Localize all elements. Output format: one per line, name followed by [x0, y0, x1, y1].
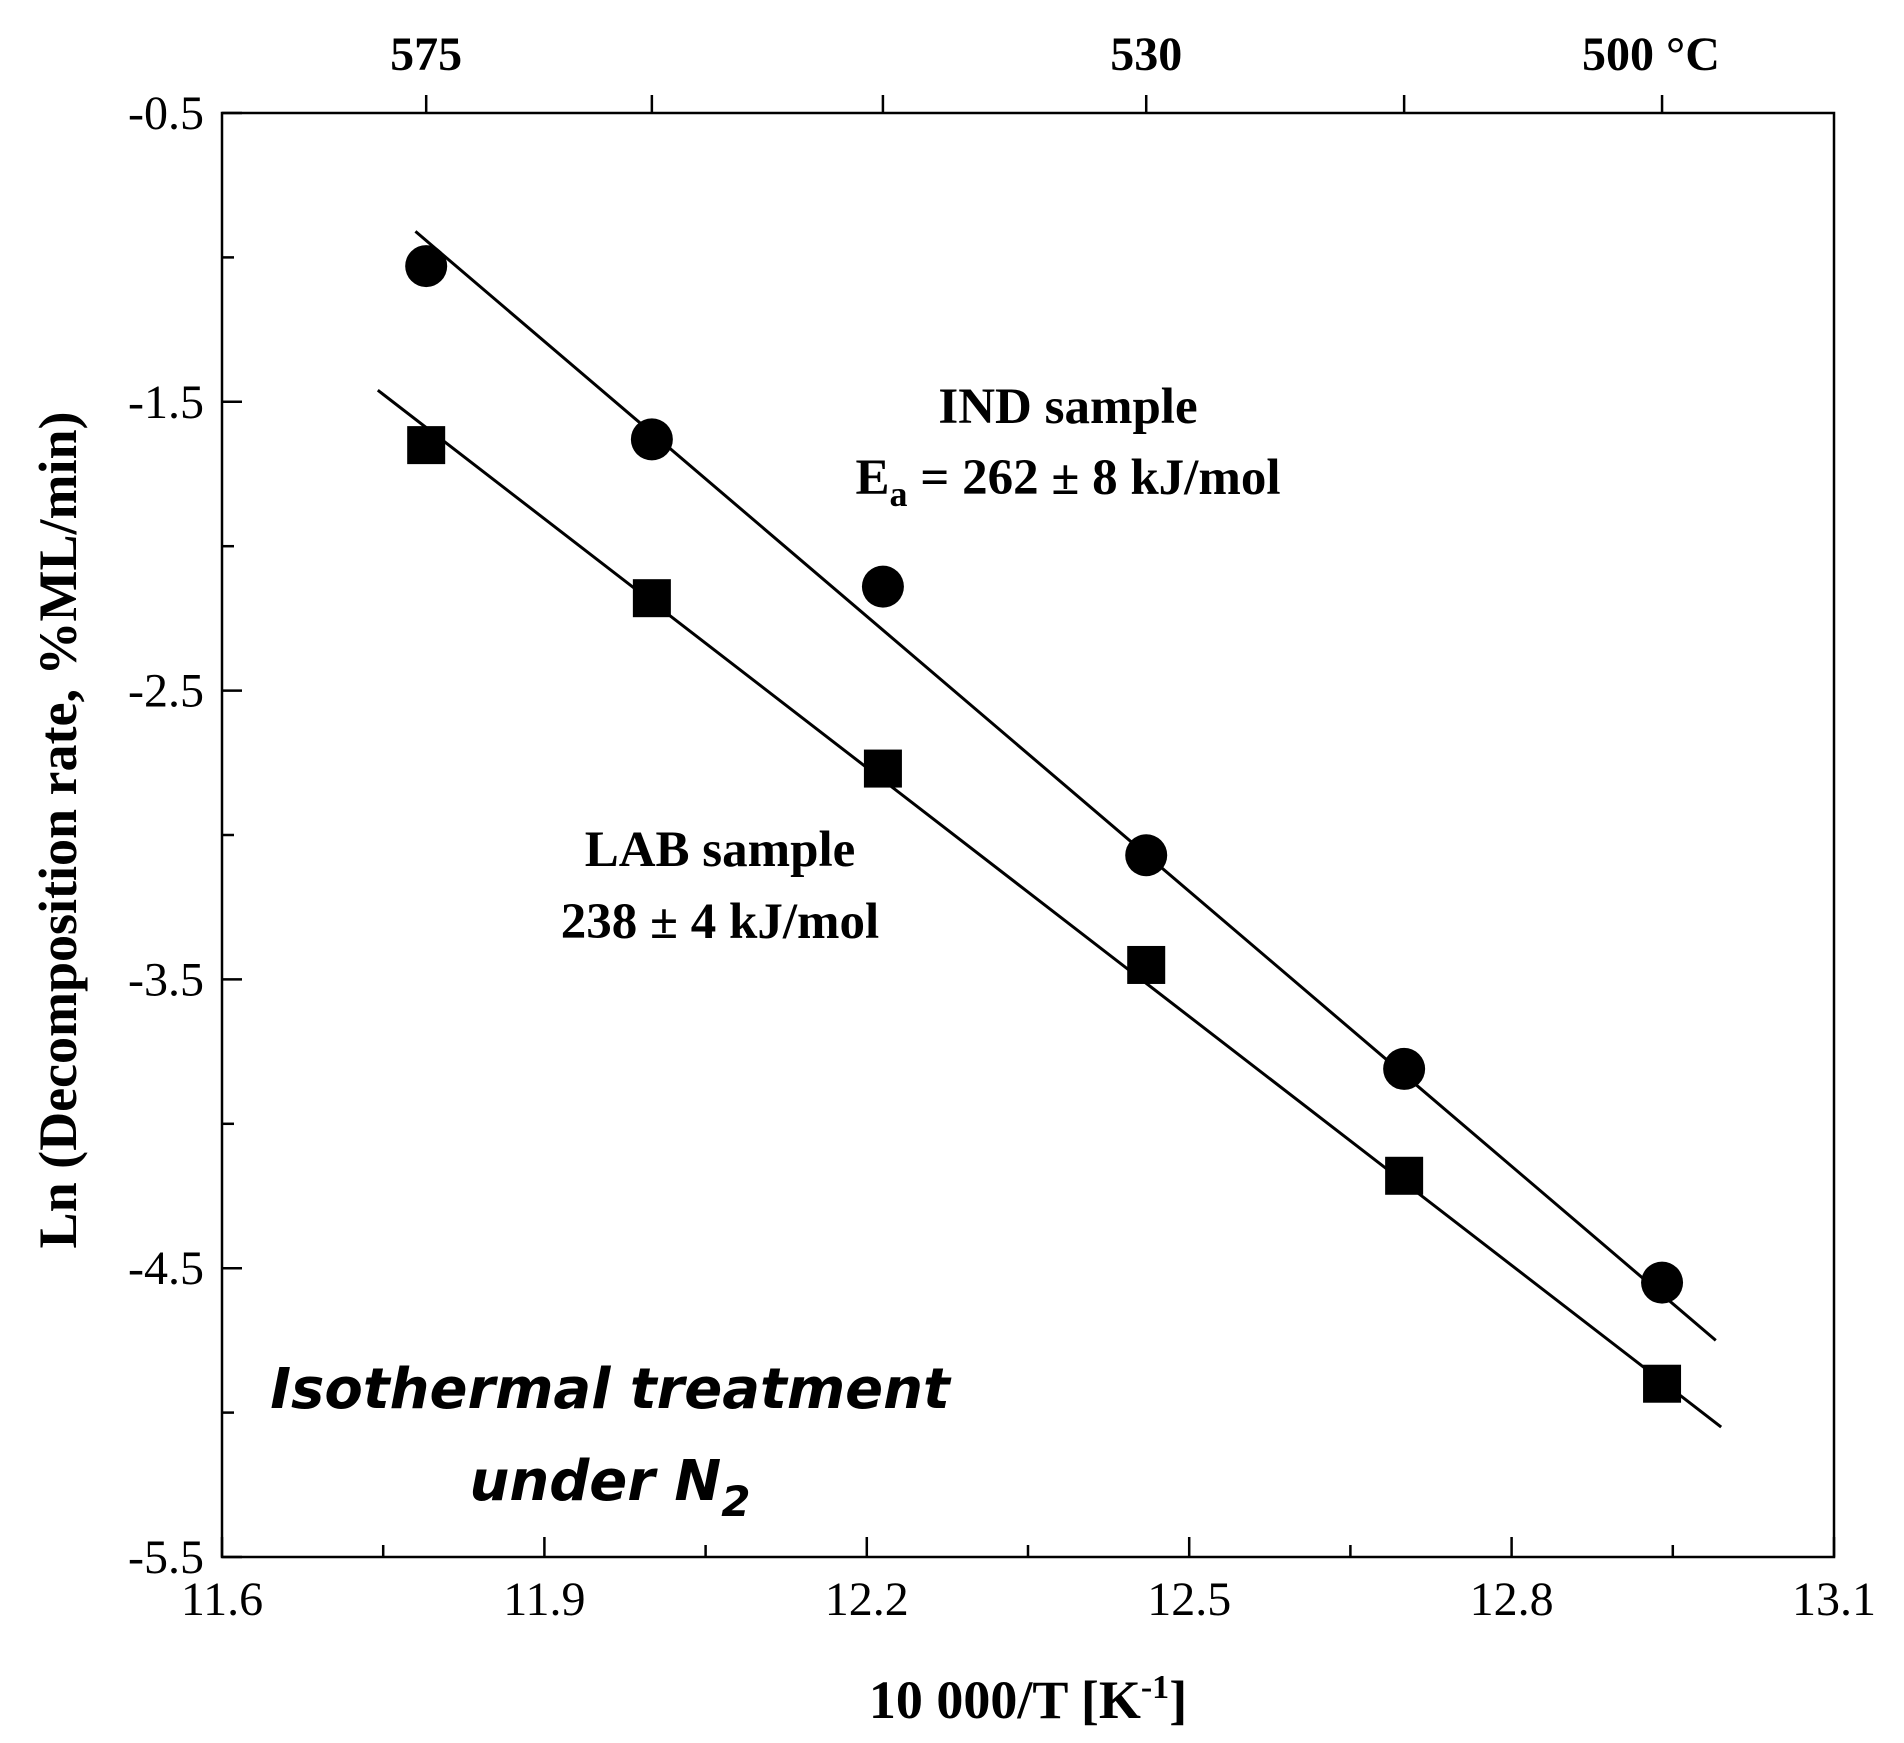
- y-axis-title: Ln (Decomposition rate, %ML/min): [28, 412, 88, 1249]
- circle-marker: [1383, 1047, 1426, 1090]
- top-tick-label: 530: [1110, 28, 1182, 81]
- top-tick-label: 575: [390, 28, 462, 81]
- ind-sample-label: IND sample: [938, 379, 1197, 435]
- square-marker: [1127, 945, 1166, 984]
- y-tick-label: -3.5: [128, 953, 204, 1006]
- lab-sample-label: LAB sample: [585, 822, 856, 878]
- circle-marker: [630, 418, 673, 461]
- circle-marker: [1641, 1261, 1684, 1304]
- top-tick-label: 500 °C: [1582, 28, 1720, 81]
- x-tick-label: 12.8: [1470, 1573, 1554, 1626]
- y-tick-label: -1.5: [128, 376, 204, 429]
- fit-line-circle: [414, 230, 1717, 1342]
- y-tick-label: -4.5: [128, 1242, 204, 1295]
- treatment-note-line2: under N2: [469, 1449, 750, 1526]
- y-tick-label: -5.5: [128, 1531, 204, 1584]
- lab-activation-energy: 238 ± 4 kJ/mol: [561, 894, 879, 950]
- ticks-layer: 11.6 11.9 12.2 12.5 12.8 13.1 -0.5 -1.5 -2.5 -3.5…: [128, 28, 1876, 1626]
- y-tick-label: -0.5: [128, 87, 204, 140]
- square-marker: [632, 579, 671, 618]
- fit-lines: [376, 230, 1723, 1429]
- plot-frame: [220, 111, 1836, 1559]
- x-tick-label: 12.5: [1147, 1573, 1231, 1626]
- x-axis-title: 10 000/T [K-1]: [869, 1669, 1187, 1730]
- square-marker: [407, 426, 446, 465]
- square-marker: [863, 749, 902, 788]
- data-markers: [405, 245, 1684, 1403]
- square-marker: [1385, 1156, 1424, 1195]
- ind-activation-energy: Ea = 262 ± 8 kJ/mol: [855, 450, 1280, 514]
- circle-marker: [405, 245, 448, 288]
- x-tick-label: 11.9: [503, 1573, 585, 1626]
- treatment-note-line1: Isothermal treatment: [270, 1357, 952, 1422]
- square-marker: [1643, 1364, 1682, 1403]
- x-tick-label: 11.6: [181, 1573, 263, 1626]
- y-tick-label: -2.5: [128, 665, 204, 718]
- circle-marker: [1125, 834, 1168, 877]
- fit-line-square: [376, 389, 1723, 1429]
- x-tick-label: 12.2: [825, 1573, 909, 1626]
- circle-marker: [861, 565, 904, 608]
- x-tick-label: 13.1: [1792, 1573, 1876, 1626]
